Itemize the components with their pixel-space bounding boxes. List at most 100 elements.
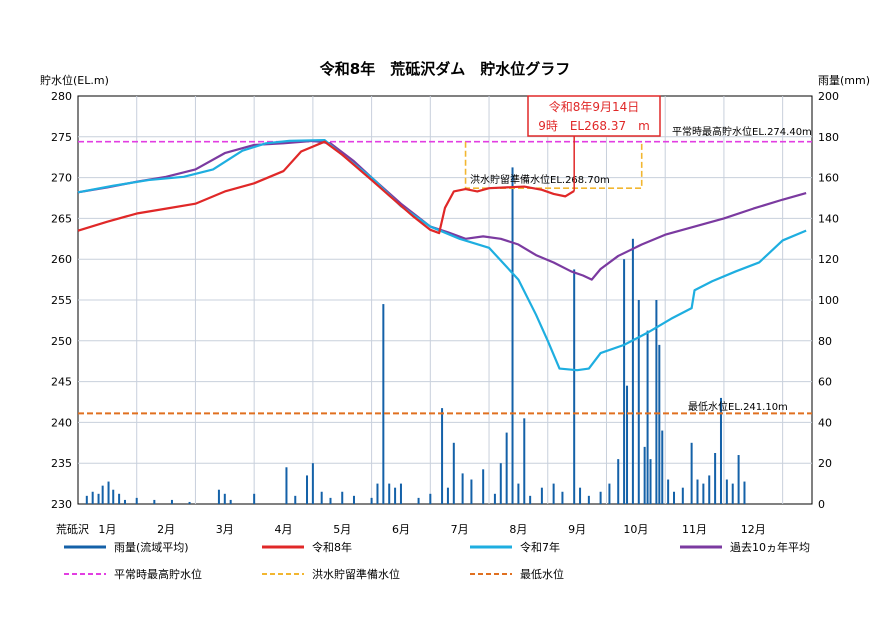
right-tick-label: 120 [818,253,839,266]
rainfall-bar [499,463,502,504]
legend-label: 過去10ヵ年平均 [730,540,810,554]
legend-label: 洪水貯留準備水位 [312,567,400,581]
rainfall-bar [388,483,391,504]
rainfall-bar [649,459,652,504]
rainfall-bar [370,497,373,504]
rainfall-bar [135,497,138,504]
reference-lines [78,140,812,415]
left-tick-label: 255 [51,294,72,307]
rainfall-bar [529,495,532,504]
right-tick-label: 140 [818,212,839,225]
series-line-2 [77,139,807,281]
rainfall-bar [85,495,88,504]
right-tick-label: 160 [818,172,839,185]
month-tick-label: 5月 [333,523,351,536]
rainfall-bar [725,479,728,504]
rainfall-bar [599,491,602,504]
month-tick-label: 2月 [157,523,175,536]
callout-box [527,95,661,137]
rainfall-bar [112,489,115,504]
legend-label: 平常時最高貯水位 [114,567,202,581]
rainfall-bar [229,499,232,504]
rainfall-bar [631,238,634,505]
month-tick-label: 11月 [682,523,707,536]
rainfall-bar [399,483,402,504]
rainfall-bar [382,304,385,504]
annotations: 平常時最高貯水位EL.274.40m 洪水貯留準備水位EL.268.70m 最低… [470,125,812,413]
rainfall-bar [655,300,658,504]
rainfall-bar [681,487,684,504]
month-tick-label: 3月 [216,523,234,536]
rainfall-bar [696,479,699,504]
grid [78,96,812,504]
rainfall-bar [517,483,520,504]
month-tick-label: 12月 [741,523,766,536]
rainfall-bar [306,475,309,504]
right-tick-label: 200 [818,90,839,103]
rainfall-bar [461,473,464,504]
rainfall-bar [743,481,746,504]
rainfall-bar [311,463,314,504]
rainfall-bar [511,167,514,504]
level-series [77,138,807,372]
rainfall-bar [658,344,661,504]
rainfall-bar [617,459,620,504]
right-tick-label: 180 [818,131,839,144]
left-tick-label: 280 [51,90,72,103]
left-axis-ticks: 280 275 270 265 260 255 250 245 240 235 230 [51,90,72,511]
rainfall-bar [646,330,649,504]
rainfall-bar [690,442,693,504]
month-tick-label: 9月 [568,523,586,536]
series-line-0 [77,140,575,235]
rainfall-bar [470,479,473,504]
rainfall-bar [217,489,220,504]
rainfall-bar [97,493,100,504]
left-tick-label: 240 [51,416,72,429]
rainfall-bar [573,269,576,504]
rainfall-bar [661,430,664,504]
rainfall-bar [540,487,543,504]
right-axis-label: 雨量(mm) [818,74,870,87]
rainfall-bar [170,499,173,504]
right-tick-label: 0 [818,498,825,511]
month-tick-label: 7月 [451,523,469,536]
rainfall-bar [294,495,297,504]
flood-ready-line [464,141,643,190]
right-tick-label: 60 [818,376,832,389]
rainfall-bar [719,397,722,504]
rainfall-bar [341,491,344,504]
current-level-callout: 令和8年9月14日 9時 EL268.37 m [527,95,661,191]
rainfall-bar [285,467,288,504]
left-tick-label: 250 [51,335,72,348]
rainfall-bar [329,497,332,504]
rainfall-bar [579,487,582,504]
rainfall-bar [552,483,555,504]
rainfall-bar [253,493,256,504]
rainfall-bar [446,487,449,504]
rainfall-bar [352,495,355,504]
month-tick-label: 4月 [275,523,293,536]
month-tick-label: 1月 [98,523,116,536]
rainfall-bar [107,481,110,504]
month-tick-label: 10月 [623,523,648,536]
rainfall-bar [118,493,121,504]
chart-title: 令和8年 荒砥沢ダム 貯水位グラフ [320,60,570,78]
legend-label: 最低水位 [520,567,564,581]
rainfall-bar [101,485,104,504]
rainfall-bar [643,446,646,504]
rainfall-bar [482,469,485,504]
legend-label: 令和8年 [312,540,352,554]
right-tick-label: 100 [818,294,839,307]
left-tick-label: 260 [51,253,72,266]
left-tick-label: 235 [51,457,72,470]
max-normal-label: 平常時最高貯水位EL.274.40m [672,125,812,138]
series-line-1 [77,138,807,372]
rainfall-bar [188,501,191,504]
rainfall-bar [452,442,455,504]
flood-ready-label: 洪水貯留準備水位EL.268.70m [470,173,610,186]
month-tick-label: 6月 [392,523,410,536]
rainfall-bar [561,491,564,504]
rainfall-bar [153,499,156,504]
